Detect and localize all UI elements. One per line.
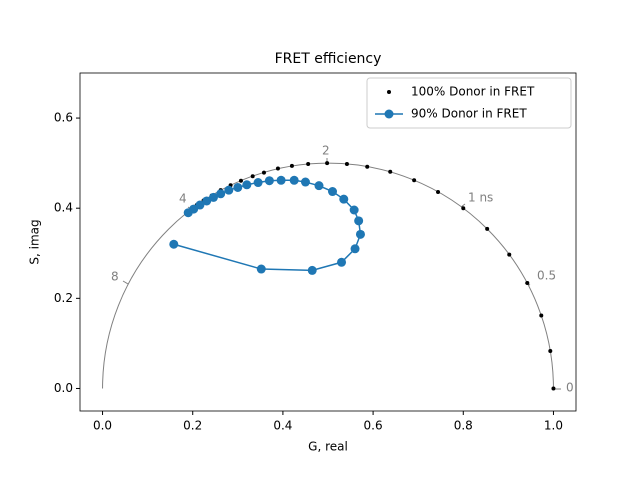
point — [276, 175, 286, 185]
point — [289, 175, 299, 185]
y-tick-label: 0.6 — [54, 111, 73, 125]
point — [300, 177, 310, 187]
plot-area — [79, 72, 577, 412]
x-tick-label: 0.2 — [183, 419, 202, 433]
y-tick-label: 0.4 — [54, 201, 73, 215]
x-tick-label: 1.0 — [544, 419, 563, 433]
point — [461, 206, 466, 211]
point — [436, 189, 441, 194]
annotation: 8 — [111, 270, 119, 284]
point — [539, 313, 544, 318]
y-tick-label: 0.0 — [54, 381, 73, 395]
point — [264, 176, 274, 186]
point — [202, 196, 212, 206]
x-axis-label: G, real — [308, 440, 348, 454]
legend-label: 100% Donor in FRET — [411, 85, 535, 99]
chart-title: FRET efficiency — [275, 51, 382, 67]
legend-marker — [384, 109, 394, 119]
point — [485, 226, 490, 231]
y-tick-label: 0.2 — [54, 291, 73, 305]
annotation-tick — [122, 280, 129, 285]
legend-box — [366, 77, 572, 129]
point — [253, 178, 263, 188]
point — [307, 265, 317, 275]
x-tick-label: 0.8 — [454, 419, 473, 433]
point — [350, 244, 360, 254]
point — [216, 189, 226, 199]
point — [339, 194, 349, 204]
point — [354, 216, 364, 226]
annotation: 4 — [179, 192, 187, 206]
point — [238, 178, 243, 183]
point — [224, 185, 234, 195]
annotation: 0 — [566, 381, 574, 395]
point — [412, 178, 417, 183]
x-tick-label: 0.4 — [273, 419, 292, 433]
point — [306, 162, 311, 167]
annotations — [122, 158, 561, 390]
point — [325, 161, 330, 166]
point — [289, 163, 294, 168]
point — [365, 164, 370, 169]
point — [169, 239, 179, 249]
legend-marker — [387, 90, 391, 94]
point — [250, 174, 255, 179]
point — [261, 170, 266, 175]
point — [344, 162, 349, 167]
point — [349, 205, 359, 215]
point — [507, 252, 512, 257]
point — [314, 181, 324, 191]
annotation: 2 — [322, 144, 330, 158]
annotation: 0.5 — [537, 269, 556, 283]
point — [388, 169, 393, 174]
point — [208, 192, 218, 202]
point — [328, 187, 338, 197]
annotation: 1 ns — [468, 191, 493, 205]
x-tick-label: 0.0 — [93, 419, 112, 433]
point — [242, 180, 252, 190]
point — [355, 229, 365, 239]
point — [183, 208, 193, 218]
legend-label: 90% Donor in FRET — [411, 107, 527, 121]
point — [551, 386, 556, 391]
point — [525, 281, 530, 286]
point — [256, 264, 266, 274]
point — [548, 349, 553, 354]
x-tick-label: 0.6 — [364, 419, 383, 433]
point — [233, 182, 243, 192]
y-axis-label: S, imag — [28, 219, 42, 264]
point — [275, 166, 280, 171]
point — [337, 257, 347, 267]
